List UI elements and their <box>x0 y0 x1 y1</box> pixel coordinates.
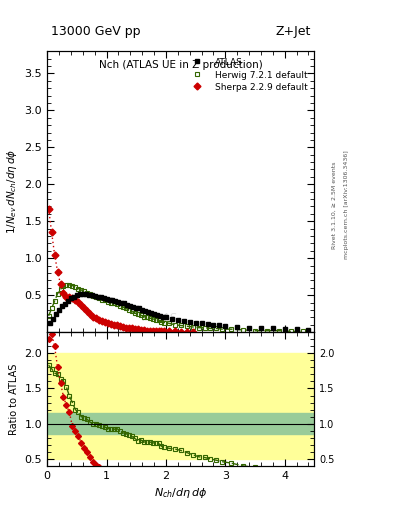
Sherpa 2.2.9 default <box>132 326 137 332</box>
Sherpa 2.2.9 default <box>112 322 116 328</box>
Sherpa 2.2.9 default <box>144 328 149 334</box>
Line: Herwig 7.2.1 default: Herwig 7.2.1 default <box>46 283 305 334</box>
Herwig 7.2.1 default <box>167 320 171 326</box>
ATLAS <box>48 320 53 326</box>
Herwig 7.2.1 default <box>52 298 57 304</box>
Line: Sherpa 2.2.9 default: Sherpa 2.2.9 default <box>46 206 195 334</box>
Sherpa 2.2.9 default <box>76 299 81 305</box>
Herwig 7.2.1 default <box>55 291 60 297</box>
ATLAS <box>81 291 85 297</box>
Herwig 7.2.1 default <box>46 313 51 319</box>
Sherpa 2.2.9 default <box>129 325 134 331</box>
Sherpa 2.2.9 default <box>135 326 140 332</box>
Text: 13000 GeV pp: 13000 GeV pp <box>51 26 141 38</box>
Sherpa 2.2.9 default <box>97 316 101 323</box>
Sherpa 2.2.9 default <box>46 206 51 212</box>
Sherpa 2.2.9 default <box>103 318 107 325</box>
Sherpa 2.2.9 default <box>67 294 72 301</box>
Sherpa 2.2.9 default <box>159 328 164 334</box>
Text: Z+Jet: Z+Jet <box>275 26 310 38</box>
Herwig 7.2.1 default <box>300 328 305 334</box>
Sherpa 2.2.9 default <box>94 315 99 321</box>
ATLAS <box>57 307 61 313</box>
Sherpa 2.2.9 default <box>106 320 110 326</box>
Sherpa 2.2.9 default <box>121 324 125 330</box>
Sherpa 2.2.9 default <box>123 325 128 331</box>
Sherpa 2.2.9 default <box>184 329 189 335</box>
Text: mcplots.cern.ch [arXiv:1306.3436]: mcplots.cern.ch [arXiv:1306.3436] <box>344 151 349 259</box>
Sherpa 2.2.9 default <box>162 328 167 334</box>
ATLAS <box>54 311 59 317</box>
Sherpa 2.2.9 default <box>73 296 78 303</box>
Sherpa 2.2.9 default <box>88 311 93 317</box>
Sherpa 2.2.9 default <box>156 328 161 334</box>
Sherpa 2.2.9 default <box>91 313 95 319</box>
Herwig 7.2.1 default <box>162 319 167 326</box>
Sherpa 2.2.9 default <box>190 329 195 335</box>
Sherpa 2.2.9 default <box>173 328 177 334</box>
Sherpa 2.2.9 default <box>127 325 131 331</box>
Text: ATLAS: ATLAS <box>143 313 177 323</box>
ATLAS <box>95 293 100 300</box>
Line: ATLAS: ATLAS <box>48 291 311 332</box>
Sherpa 2.2.9 default <box>49 229 54 236</box>
Sherpa 2.2.9 default <box>153 328 158 334</box>
Sherpa 2.2.9 default <box>70 295 75 301</box>
Text: Nch (ATLAS UE in Z production): Nch (ATLAS UE in Z production) <box>99 59 263 70</box>
Sherpa 2.2.9 default <box>178 329 183 335</box>
Sherpa 2.2.9 default <box>108 321 113 327</box>
Text: Rivet 3.1.10, ≥ 2.5M events: Rivet 3.1.10, ≥ 2.5M events <box>332 161 337 248</box>
Sherpa 2.2.9 default <box>64 293 69 300</box>
Sherpa 2.2.9 default <box>85 308 90 314</box>
Sherpa 2.2.9 default <box>167 328 171 334</box>
Sherpa 2.2.9 default <box>52 251 57 258</box>
Sherpa 2.2.9 default <box>147 328 152 334</box>
Herwig 7.2.1 default <box>64 282 69 288</box>
Herwig 7.2.1 default <box>288 328 293 334</box>
Sherpa 2.2.9 default <box>55 268 60 274</box>
Sherpa 2.2.9 default <box>61 290 66 296</box>
Herwig 7.2.1 default <box>94 293 99 300</box>
Sherpa 2.2.9 default <box>58 281 63 287</box>
Legend: ATLAS, Herwig 7.2.1 default, Sherpa 2.2.9 default: ATLAS, Herwig 7.2.1 default, Sherpa 2.2.… <box>184 56 310 94</box>
X-axis label: $N_{ch}/d\eta\,d\phi$: $N_{ch}/d\eta\,d\phi$ <box>154 486 208 500</box>
Sherpa 2.2.9 default <box>138 327 143 333</box>
Herwig 7.2.1 default <box>121 304 125 310</box>
ATLAS <box>163 314 168 321</box>
Y-axis label: Ratio to ATLAS: Ratio to ATLAS <box>9 364 19 435</box>
ATLAS <box>169 316 174 322</box>
ATLAS <box>122 300 127 306</box>
ATLAS <box>306 327 311 333</box>
Sherpa 2.2.9 default <box>100 318 105 324</box>
Sherpa 2.2.9 default <box>150 328 155 334</box>
Sherpa 2.2.9 default <box>118 323 122 329</box>
Sherpa 2.2.9 default <box>141 327 146 333</box>
Y-axis label: $1/N_{ev}\,dN_{ch}/d\eta\,d\phi$: $1/N_{ev}\,dN_{ch}/d\eta\,d\phi$ <box>5 149 19 234</box>
Sherpa 2.2.9 default <box>79 302 84 308</box>
Sherpa 2.2.9 default <box>115 323 119 329</box>
Sherpa 2.2.9 default <box>82 305 86 311</box>
